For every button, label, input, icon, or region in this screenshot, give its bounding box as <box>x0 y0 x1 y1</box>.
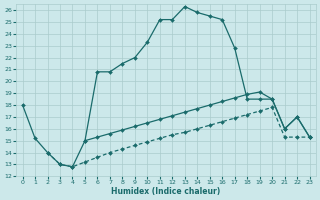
X-axis label: Humidex (Indice chaleur): Humidex (Indice chaleur) <box>111 187 221 196</box>
